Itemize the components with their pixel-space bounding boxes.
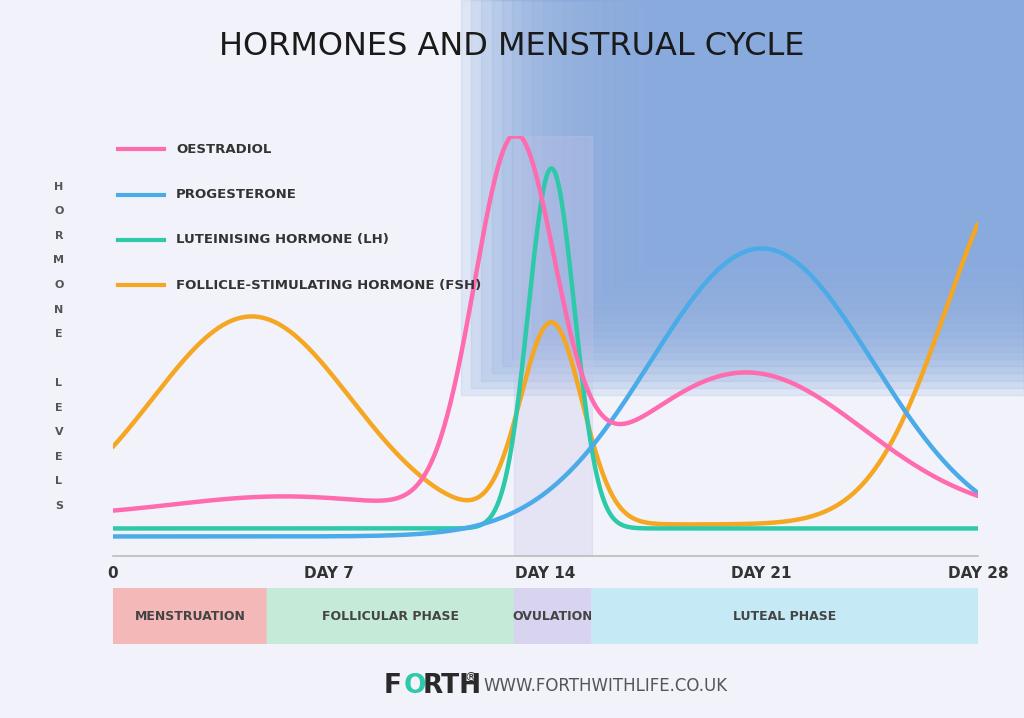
Bar [707, 0, 1024, 223]
Bar [686, 0, 1024, 237]
Bar [514, 136, 592, 556]
Bar [696, 0, 1024, 230]
Bar [860, 0, 1024, 115]
FancyBboxPatch shape [266, 585, 515, 647]
FancyBboxPatch shape [514, 585, 592, 647]
Text: N: N [54, 304, 63, 314]
Bar [758, 0, 1024, 187]
Text: ®: ® [464, 671, 476, 684]
Text: OVULATION: OVULATION [513, 610, 593, 623]
Bar [727, 0, 1024, 208]
Text: F: F [384, 673, 402, 699]
Text: LUTEINISING HORMONE (LH): LUTEINISING HORMONE (LH) [176, 233, 389, 246]
Bar [799, 0, 1024, 158]
Bar [737, 0, 1024, 201]
Bar [625, 0, 1024, 280]
Bar [543, 0, 1024, 337]
Text: S: S [55, 501, 63, 511]
Text: WWW.FORTHWITHLIFE.CO.UK: WWW.FORTHWITHLIFE.CO.UK [483, 677, 727, 696]
Text: HORMONES AND MENSTRUAL CYCLE: HORMONES AND MENSTRUAL CYCLE [219, 31, 805, 62]
Bar [829, 0, 1024, 136]
Bar [532, 0, 1024, 345]
Text: E: E [55, 452, 62, 462]
Text: O: O [403, 673, 426, 699]
Bar [635, 0, 1024, 273]
Text: O: O [54, 206, 63, 216]
Text: PROGESTERONE: PROGESTERONE [176, 188, 297, 201]
Text: LUTEAL PHASE: LUTEAL PHASE [733, 610, 837, 623]
Bar [717, 0, 1024, 215]
Text: RTH: RTH [423, 673, 482, 699]
FancyBboxPatch shape [591, 585, 979, 647]
Bar [563, 0, 1024, 323]
Bar [768, 0, 1024, 180]
Text: FOLLICLE-STIMULATING HORMONE (FSH): FOLLICLE-STIMULATING HORMONE (FSH) [176, 279, 481, 292]
Bar [502, 0, 1024, 366]
Text: L: L [55, 477, 62, 487]
Bar [573, 0, 1024, 316]
Text: OESTRADIOL: OESTRADIOL [176, 143, 271, 156]
Bar [584, 0, 1024, 309]
Bar [788, 0, 1024, 165]
Text: V: V [54, 427, 63, 437]
Bar [492, 0, 1024, 373]
Bar [614, 0, 1024, 287]
Bar [553, 0, 1024, 330]
Bar [645, 0, 1024, 266]
Text: E: E [55, 403, 62, 413]
Text: FOLLICULAR PHASE: FOLLICULAR PHASE [323, 610, 460, 623]
Bar [604, 0, 1024, 294]
Bar [655, 0, 1024, 258]
Text: E: E [55, 329, 62, 339]
Bar [594, 0, 1024, 302]
Bar [819, 0, 1024, 144]
Text: M: M [53, 256, 65, 266]
Bar [778, 0, 1024, 172]
Bar [461, 0, 1024, 395]
Bar [522, 0, 1024, 352]
Bar [676, 0, 1024, 244]
Bar [748, 0, 1024, 194]
Bar [471, 0, 1024, 388]
Text: MENSTRUATION: MENSTRUATION [134, 610, 246, 623]
Bar [512, 0, 1024, 359]
Bar [840, 0, 1024, 129]
Text: R: R [54, 231, 63, 241]
Bar [481, 0, 1024, 381]
Bar [809, 0, 1024, 151]
Text: O: O [54, 280, 63, 290]
Text: L: L [55, 378, 62, 388]
Bar [850, 0, 1024, 122]
Text: H: H [54, 182, 63, 192]
FancyBboxPatch shape [112, 585, 267, 647]
Bar [666, 0, 1024, 251]
